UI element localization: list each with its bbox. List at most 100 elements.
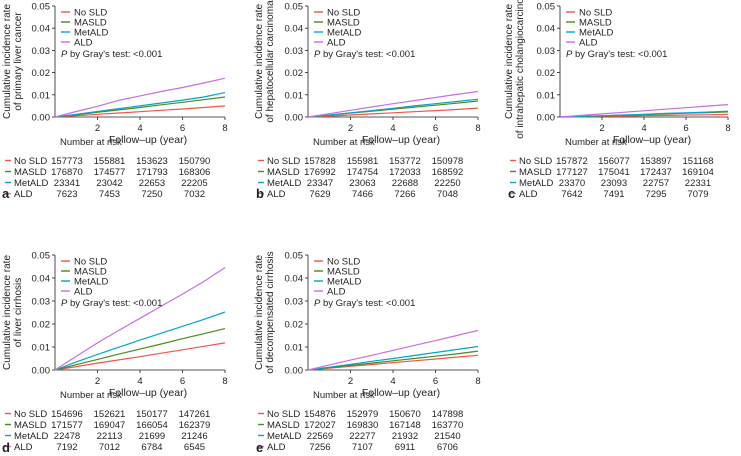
y-tick-label: 0.04 [537,24,556,35]
risk-count: 21246 [181,431,207,442]
x-tick-label: 2 [95,376,100,387]
y-tick-label: 0.02 [537,68,556,79]
series-line-metald [307,345,479,371]
y-axis-label-line: Cumulative incidence rate [254,255,265,370]
risk-row-label: No SLD [14,156,47,167]
y-tick-label: 0.01 [32,90,51,101]
risk-table-title: Number at risk [60,137,122,148]
x-tick-label: 6 [683,123,688,134]
risk-count: 172437 [640,167,672,178]
y-tick-label: 0.03 [32,46,51,57]
risk-count: 174754 [347,167,379,178]
series-line-ald [307,329,479,371]
p-value-text: by Gray's test: <0.001 [67,298,162,309]
risk-count: 172033 [389,167,421,178]
y-tick-label: 0.00 [32,113,51,124]
panel-letter: d [2,440,10,455]
x-tick-label: 6 [180,123,185,134]
risk-count: 152979 [347,409,379,420]
x-tick-label: 6 [180,376,185,387]
legend-label: MetALD [74,277,108,288]
risk-count: 7453 [99,189,120,200]
risk-row-label: MASLD [519,167,552,178]
y-tick-label: 0.02 [285,320,304,331]
x-axis-label: Follow–up (year) [362,387,440,399]
risk-count: 7623 [56,189,77,200]
legend-label: ALD [327,287,346,298]
risk-count: 22331 [685,178,711,189]
panel-letter: b [256,186,264,201]
risk-row-label: MetALD [267,431,301,442]
risk-count: 6911 [395,442,415,453]
risk-count: 150790 [179,156,211,167]
risk-count: 174577 [94,167,126,178]
p-symbol: P [314,298,321,309]
risk-count: 22688 [392,178,418,189]
legend-label: MASLD [74,18,107,29]
risk-row-label: MASLD [14,167,47,178]
p-value-annotation: P by Gray's test: <0.001 [566,49,667,60]
legend-label: No SLD [74,257,107,268]
risk-count: 7079 [687,189,708,200]
series-line-metald [54,311,226,371]
risk-count: 151168 [683,156,714,167]
legend-label: No SLD [579,8,612,19]
risk-row-label: No SLD [267,409,300,420]
legend-label: No SLD [327,257,360,268]
risk-count: 177127 [556,167,588,178]
p-symbol: P [61,49,68,60]
risk-count: 176992 [304,167,336,178]
y-tick-label: 0.03 [32,297,51,308]
risk-count: 22205 [181,178,207,189]
risk-count: 23341 [54,178,80,189]
risk-row-label: No SLD [267,156,300,167]
risk-row-label: MetALD [267,178,301,189]
risk-count: 150670 [389,409,421,420]
risk-count: 176870 [51,167,83,178]
y-axis-label-line: Cumulative incidence rate [254,4,265,119]
risk-count: 147261 [179,409,211,420]
risk-row-label: MASLD [267,167,300,178]
series-line-ald [54,267,226,371]
series-line-no-sld [54,105,226,118]
risk-count: 150177 [136,409,168,420]
risk-row-label: MASLD [267,420,300,431]
risk-count: 22757 [643,178,669,189]
risk-count: 171793 [136,167,168,178]
y-tick-label: 0.00 [32,366,51,377]
risk-count: 6545 [184,442,205,453]
risk-count: 7491 [603,189,624,200]
x-tick-label: 4 [641,123,646,134]
risk-count: 23370 [559,178,585,189]
risk-count: 150978 [432,156,464,167]
risk-count: 147898 [432,409,464,420]
x-tick-label: 8 [222,123,227,134]
legend-label: MetALD [327,277,361,288]
risk-count: 22277 [349,431,375,442]
series-line-no-sld [307,354,479,371]
panel-letter: a [2,186,10,201]
risk-count: 167148 [389,420,421,431]
legend-label: ALD [579,38,598,49]
risk-row-label: ALD [14,189,33,200]
risk-count: 163770 [432,420,464,431]
risk-count: 169047 [94,420,126,431]
risk-row-label: ALD [14,442,33,453]
risk-table-title: Number at risk [60,390,122,401]
y-tick-label: 0.04 [32,274,51,285]
risk-count: 156077 [598,156,630,167]
x-axis-label: Follow–up (year) [362,134,440,146]
legend-label: MetALD [579,28,613,39]
risk-count: 162379 [179,420,211,431]
p-value-text: by Gray's test: <0.001 [320,49,415,60]
risk-count: 154696 [51,409,83,420]
risk-count: 153897 [640,156,672,167]
series-line-metald [307,98,479,118]
panel-d: 0.00 0.01 0.02 0.03 0.04 0.05 2 4 6 8 Follow–up (y… [2,251,228,456]
y-tick-label: 0.04 [32,24,51,35]
y-tick-label: 0.05 [285,251,304,262]
risk-count: 172027 [304,420,336,431]
legend-label: MASLD [327,18,360,29]
risk-table-title: Number at risk [313,137,375,148]
y-tick-label: 0.05 [32,2,51,13]
